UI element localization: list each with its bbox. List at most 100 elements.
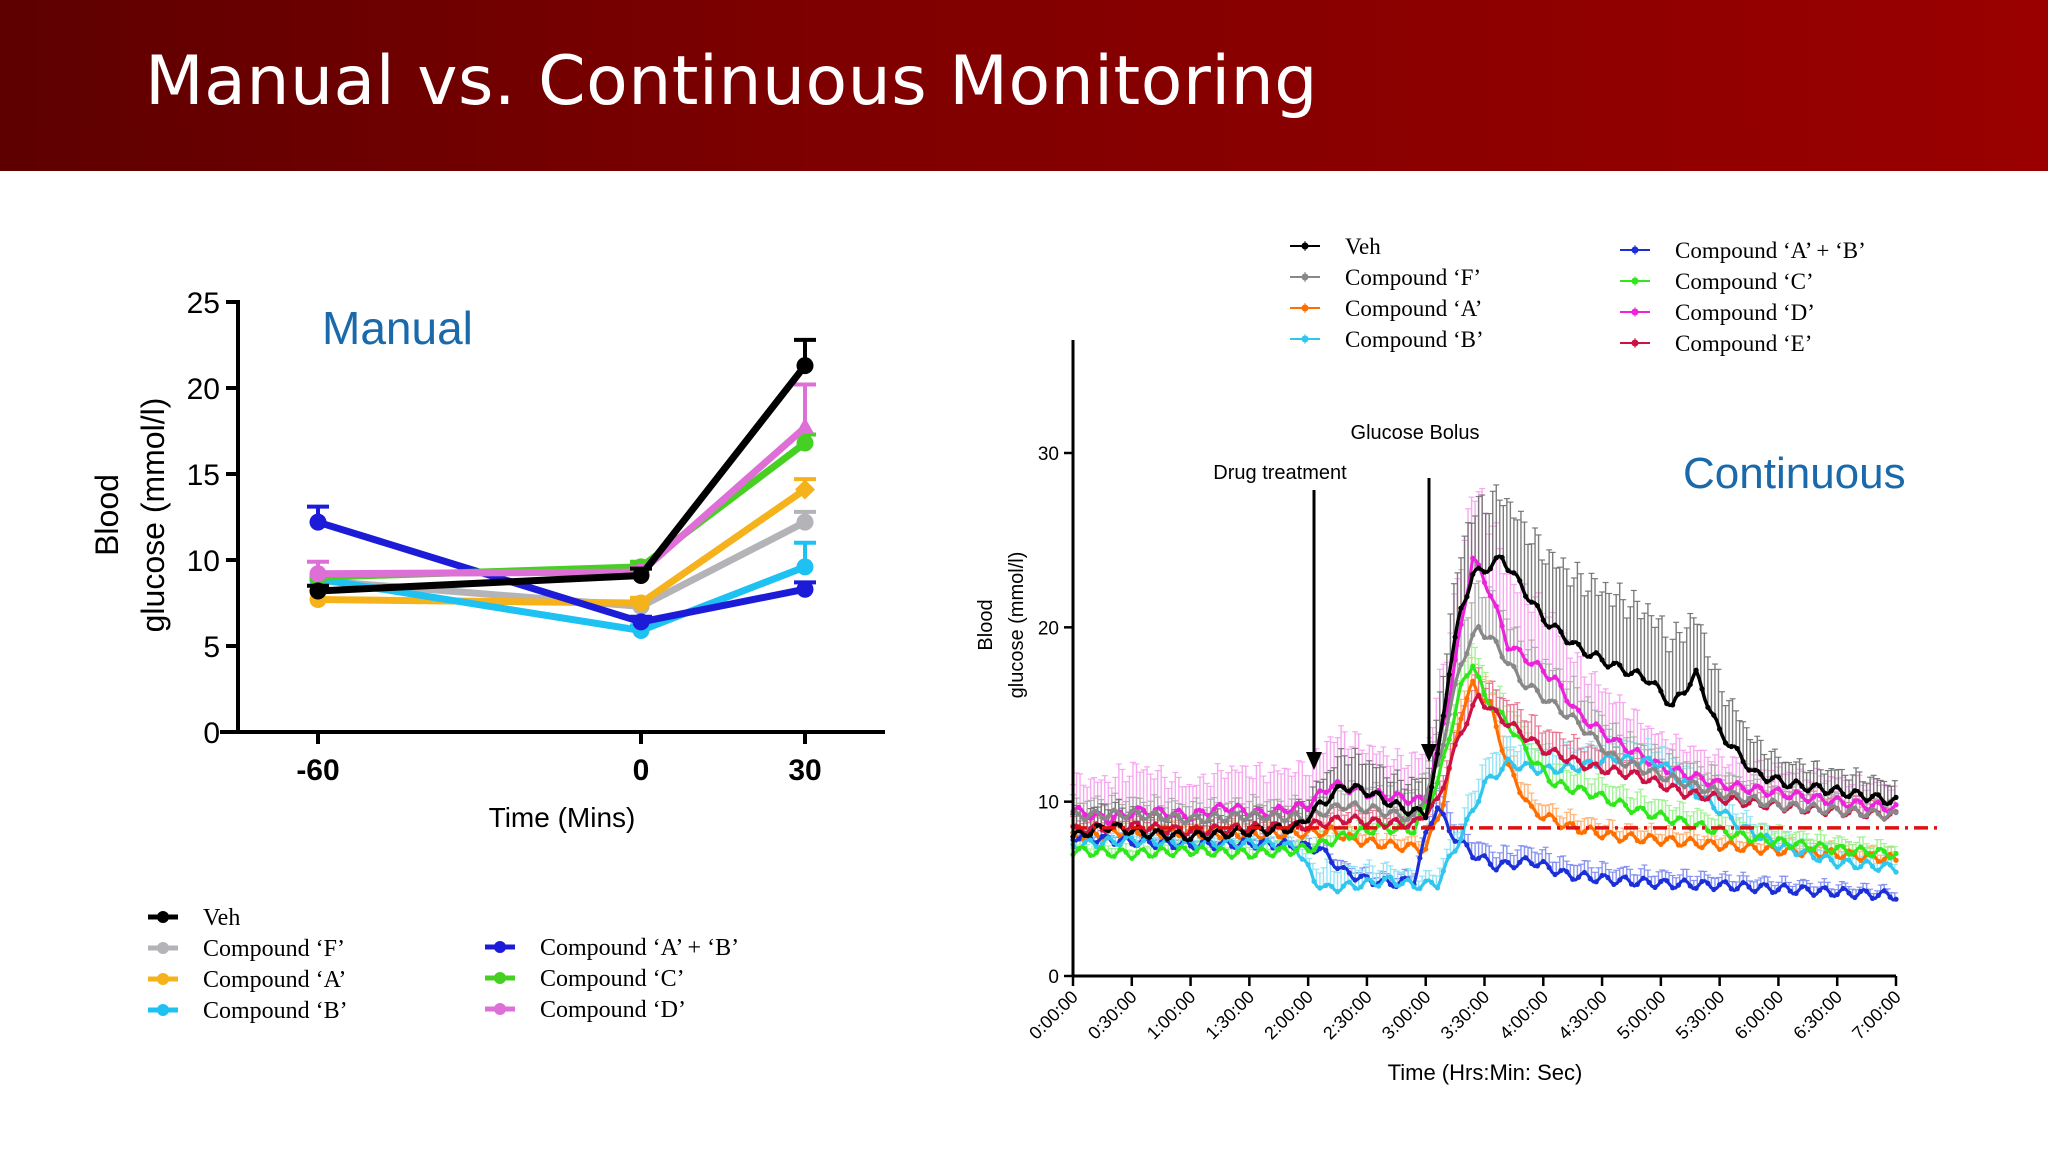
- continuous-point: [1564, 714, 1570, 720]
- continuous-point: [1528, 763, 1535, 770]
- continuous-point: [1217, 815, 1223, 821]
- continuous-point: [1717, 846, 1723, 853]
- continuous-point: [1376, 790, 1382, 796]
- continuous-point: [1628, 831, 1635, 837]
- continuous-point: [1346, 788, 1352, 794]
- continuous-point: [1252, 820, 1258, 826]
- continuous-point: [1235, 833, 1241, 839]
- continuous-point: [1593, 792, 1599, 798]
- continuous-point: [1405, 816, 1411, 822]
- continuous-point: [1793, 890, 1799, 896]
- continuous-point: [1387, 881, 1394, 888]
- continuous-point: [1434, 795, 1441, 802]
- continuous-point: [1229, 838, 1235, 845]
- continuous-point: [1652, 775, 1658, 781]
- continuous-point: [1329, 794, 1335, 800]
- continuous-point: [1734, 886, 1740, 892]
- continuous-point: [1493, 638, 1499, 644]
- continuous-point: [1652, 766, 1658, 772]
- continuous-point: [1270, 842, 1276, 848]
- continuous-point: [1252, 844, 1258, 850]
- continuous-point: [1440, 785, 1446, 791]
- continuous-point: [1452, 711, 1458, 717]
- continuous-point: [1276, 846, 1282, 852]
- continuous-point: [1323, 801, 1329, 807]
- continuous-point: [1240, 807, 1247, 813]
- continuous-point: [1199, 844, 1205, 850]
- continuous-point: [1693, 788, 1699, 794]
- continuous-point: [1140, 837, 1147, 844]
- continuous-point: [1722, 795, 1729, 801]
- continuous-point: [1775, 786, 1782, 792]
- continuous-point: [1828, 803, 1834, 810]
- continuous-point: [1076, 811, 1082, 817]
- continuous-point: [1646, 879, 1652, 886]
- continuous-point: [1205, 850, 1211, 856]
- continuous-point: [1476, 855, 1482, 861]
- continuous-point: [1675, 691, 1682, 697]
- continuous-point: [1470, 555, 1476, 561]
- continuous-point: [1434, 805, 1441, 811]
- continuous-point: [1575, 829, 1582, 835]
- continuous-point: [1558, 683, 1564, 689]
- continuous-point: [1411, 817, 1417, 823]
- continuous-point: [1170, 811, 1176, 817]
- continuous-point: [1135, 830, 1141, 836]
- continuous-point: [1787, 888, 1793, 894]
- continuous-point: [1093, 808, 1100, 814]
- manual-legend-label: Compound ‘C’: [540, 966, 685, 992]
- continuous-point: [1834, 844, 1840, 850]
- continuous-point: [1364, 792, 1370, 799]
- continuous-point: [1581, 869, 1588, 876]
- continuous-point: [1646, 680, 1652, 686]
- continuous-point: [1523, 855, 1529, 861]
- continuous-point: [1123, 849, 1129, 855]
- continuous-point: [1687, 681, 1693, 688]
- continuous-point: [1552, 783, 1558, 789]
- continuous-point: [1358, 825, 1364, 831]
- continuous-point: [1546, 676, 1552, 682]
- continuous-point: [1558, 778, 1564, 784]
- continuous-point: [1858, 844, 1864, 850]
- continuous-point: [1405, 800, 1411, 806]
- continuous-point: [1517, 859, 1523, 865]
- continuous-point: [1317, 846, 1323, 852]
- continuous-point: [1617, 662, 1623, 668]
- continuous-point: [1193, 808, 1200, 814]
- continuous-point: [1117, 822, 1123, 828]
- continuous-point: [1105, 851, 1111, 857]
- continuous-point: [1746, 789, 1752, 796]
- continuous-point: [1852, 894, 1858, 901]
- continuous-point: [1252, 852, 1258, 859]
- continuous-point: [1187, 843, 1194, 849]
- continuous-point: [1728, 794, 1734, 801]
- continuous-point: [1376, 844, 1382, 850]
- continuous-point: [1505, 756, 1511, 762]
- continuous-point: [1634, 769, 1640, 776]
- continuous-point: [1376, 806, 1382, 813]
- continuous-point: [1534, 770, 1541, 777]
- continuous-point: [1182, 835, 1188, 842]
- continuous-point: [1470, 678, 1476, 684]
- manual-legend-marker: [494, 941, 506, 953]
- continuous-point: [1675, 815, 1682, 821]
- continuous-point: [1082, 811, 1088, 818]
- continuous-point: [1617, 838, 1623, 844]
- continuous-point: [1481, 853, 1488, 859]
- continuous-point: [1246, 854, 1252, 860]
- continuous-point: [1811, 892, 1817, 898]
- continuous-point: [1711, 784, 1717, 790]
- continuous-point: [1317, 799, 1323, 805]
- continuous-point: [1828, 857, 1834, 863]
- continuous-point: [1370, 836, 1376, 842]
- continuous-point: [1611, 751, 1617, 757]
- continuous-point: [1276, 803, 1282, 809]
- continuous-point: [1470, 663, 1476, 669]
- continuous-point: [1775, 851, 1782, 857]
- continuous-point: [1323, 838, 1329, 845]
- continuous-point: [1152, 821, 1158, 827]
- continuous-point: [1523, 658, 1529, 664]
- continuous-point: [1599, 835, 1605, 841]
